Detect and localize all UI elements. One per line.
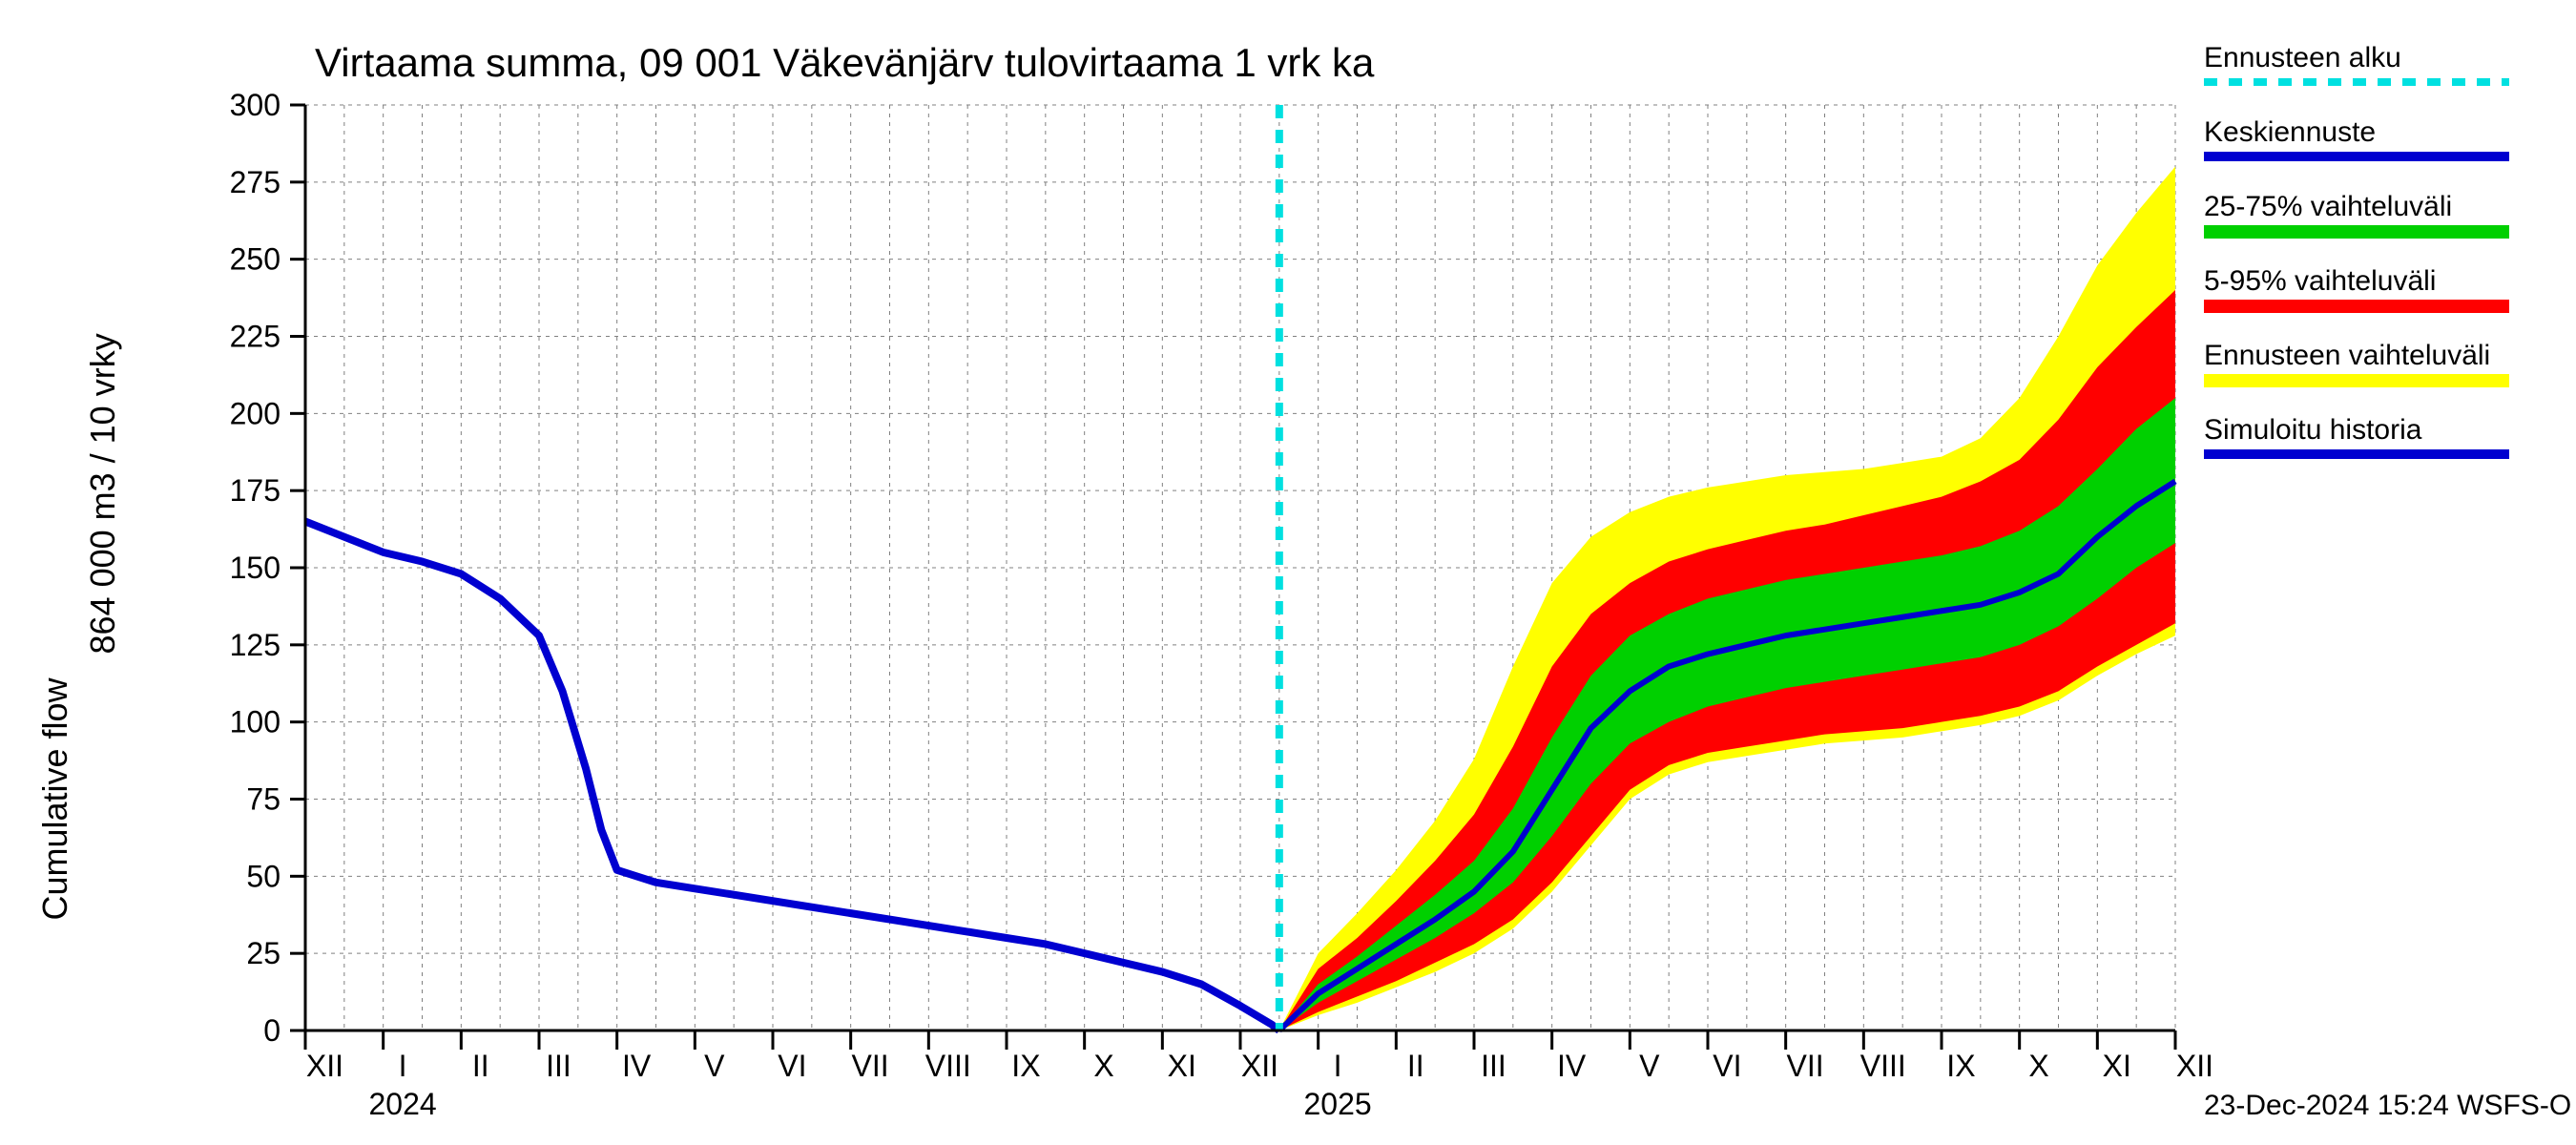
- legend-item-label: Ennusteen vaihteluväli: [2204, 340, 2490, 371]
- x-month-label: XII: [2176, 1049, 2213, 1083]
- x-month-label: VII: [852, 1049, 889, 1083]
- y-tick-label: 150: [230, 551, 280, 585]
- x-month-label: V: [704, 1049, 725, 1083]
- x-month-label: IX: [1011, 1049, 1040, 1083]
- legend-item-label: 25-75% vaihteluväli: [2204, 191, 2452, 222]
- x-month-label: X: [2028, 1049, 2048, 1083]
- legend-item-label: Keskiennuste: [2204, 116, 2376, 148]
- y-tick-label: 75: [246, 782, 280, 817]
- x-month-label: XI: [1168, 1049, 1196, 1083]
- x-month-label: VII: [1787, 1049, 1824, 1083]
- legend-swatch: [2204, 374, 2509, 387]
- x-month-label: I: [399, 1049, 407, 1083]
- x-month-label: XI: [2103, 1049, 2131, 1083]
- x-year-label: 2024: [368, 1087, 436, 1121]
- legend-item-label: Simuloitu historia: [2204, 414, 2422, 446]
- x-month-label: IV: [1557, 1049, 1587, 1083]
- y-tick-label: 250: [230, 242, 280, 277]
- chart-title: Virtaama summa, 09 001 Väkevänjärv tulov…: [315, 40, 1375, 85]
- y-tick-label: 0: [263, 1013, 280, 1048]
- x-month-label: III: [546, 1049, 571, 1083]
- x-month-label: I: [1334, 1049, 1342, 1083]
- legend-swatch: [2204, 300, 2509, 313]
- x-month-label: II: [1407, 1049, 1424, 1083]
- x-month-label: VIII: [1860, 1049, 1906, 1083]
- y-axis-label-2: 864 000 m3 / 10 vrky: [83, 333, 122, 654]
- y-axis-label-1: Cumulative flow: [35, 677, 74, 920]
- x-month-label: VI: [778, 1049, 806, 1083]
- y-tick-label: 100: [230, 705, 280, 739]
- x-month-label: II: [472, 1049, 489, 1083]
- x-month-label: IV: [622, 1049, 652, 1083]
- chart-container: 0255075100125150175200225250275300XIIIII…: [0, 0, 2576, 1145]
- x-month-label: VI: [1713, 1049, 1741, 1083]
- x-month-label: IX: [1946, 1049, 1975, 1083]
- y-tick-label: 300: [230, 88, 280, 122]
- x-month-label: X: [1093, 1049, 1113, 1083]
- x-month-label: V: [1639, 1049, 1660, 1083]
- legend-item-label: Ennusteen alku: [2204, 42, 2401, 73]
- y-tick-label: 200: [230, 396, 280, 430]
- y-tick-label: 225: [230, 320, 280, 354]
- chart-svg: 0255075100125150175200225250275300XIIIII…: [0, 0, 2576, 1145]
- y-tick-label: 175: [230, 473, 280, 508]
- chart-footer: 23-Dec-2024 15:24 WSFS-O: [2204, 1090, 2571, 1121]
- y-tick-label: 50: [246, 859, 280, 893]
- legend-item-label: 5-95% vaihteluväli: [2204, 265, 2436, 297]
- y-tick-label: 25: [246, 936, 280, 970]
- x-year-label: 2025: [1303, 1087, 1371, 1121]
- x-month-label: XII: [306, 1049, 343, 1083]
- chart-bg: [0, 0, 2576, 1145]
- legend-swatch: [2204, 225, 2509, 239]
- x-month-label: XII: [1241, 1049, 1278, 1083]
- x-month-label: III: [1481, 1049, 1506, 1083]
- y-tick-label: 125: [230, 628, 280, 662]
- x-month-label: VIII: [925, 1049, 971, 1083]
- y-tick-label: 275: [230, 165, 280, 199]
